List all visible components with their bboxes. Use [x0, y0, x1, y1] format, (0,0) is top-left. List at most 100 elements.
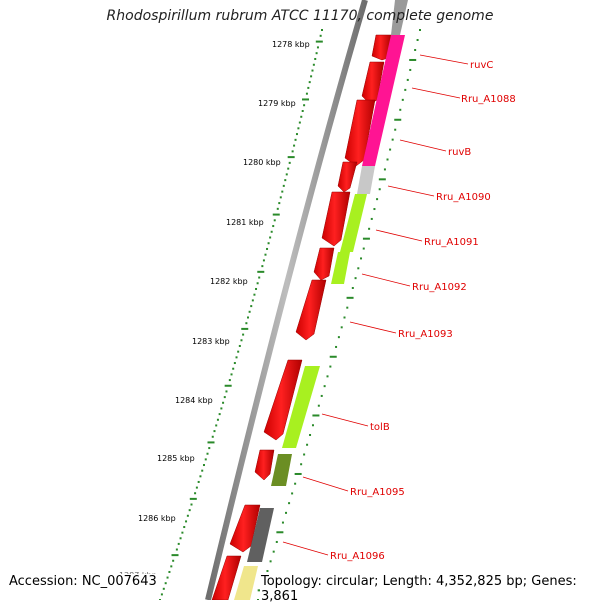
- scale-tick: [321, 29, 323, 31]
- scale-tick: [166, 576, 169, 579]
- scale-tick: [300, 115, 303, 118]
- outer-tick: [370, 217, 373, 220]
- outer-tick: [266, 570, 269, 573]
- outer-tick: [351, 286, 354, 289]
- outer-tick: [312, 414, 320, 417]
- scale-tick: [302, 98, 310, 101]
- gene-labels: ruvC Rru_A1088 ruvB Rru_A1090 Rru_A1091 …: [330, 60, 516, 562]
- cds-feature: [344, 99, 376, 167]
- scale-tick: [301, 110, 304, 113]
- scale-tick: [248, 310, 251, 313]
- scale-tick: [204, 458, 207, 461]
- scale-tick: [281, 190, 284, 193]
- scale-tick: [272, 213, 280, 216]
- scale-tick: [282, 184, 285, 187]
- scale-label: 1278 kbp: [272, 40, 310, 49]
- scale-tick: [160, 593, 163, 596]
- cds-feature: [211, 555, 242, 600]
- outer-tick: [368, 227, 371, 230]
- scale-tick: [215, 424, 218, 427]
- scale-tick: [228, 379, 231, 382]
- scale-tick: [255, 287, 258, 290]
- scale-tick: [315, 40, 323, 43]
- scale-tick: [185, 520, 188, 523]
- outer-tick: [376, 198, 379, 201]
- outer-tick: [414, 48, 417, 51]
- scale-tick: [177, 542, 180, 545]
- scale-labels: 1278 kbp 1279 kbp 1280 kbp 1281 kbp 1282…: [119, 40, 310, 580]
- outer-tick: [378, 188, 381, 191]
- scale-tick: [175, 548, 178, 551]
- scale-tick: [225, 390, 228, 393]
- scale-tick: [222, 401, 225, 404]
- scale-tick: [245, 322, 248, 325]
- scale-tick: [293, 144, 296, 147]
- outer-tick: [272, 550, 275, 553]
- gene-label-tolB: tolB: [370, 422, 390, 433]
- cog-feature: [331, 252, 350, 284]
- outer-tick: [276, 531, 284, 534]
- scale-tick: [241, 327, 249, 330]
- outer-tick: [300, 463, 303, 466]
- scale-label: 1285 kbp: [157, 454, 195, 463]
- scale-tick: [272, 225, 275, 228]
- scale-tick: [202, 464, 205, 467]
- scale-tick: [251, 299, 254, 302]
- scale-tick: [266, 247, 269, 250]
- gene-label-Rru_A1091: Rru_A1091: [424, 237, 479, 248]
- scale-tick: [235, 356, 238, 359]
- scale-tick: [168, 570, 171, 573]
- map-title: Rhodospirillum rubrum ATCC 11170, comple…: [106, 8, 494, 24]
- scale-tick: [297, 127, 300, 130]
- outer-tick: [317, 404, 320, 407]
- outer-tick: [409, 58, 417, 61]
- scale-tick: [237, 350, 240, 353]
- gene-label-ruvB: ruvB: [448, 147, 471, 158]
- accession-text: Accession: NC_007643: [8, 574, 158, 589]
- scale-tick-track: [159, 29, 323, 600]
- cog-feature: [362, 35, 405, 166]
- outer-tick: [391, 138, 394, 141]
- scale-tick: [186, 514, 189, 517]
- scale-tick: [258, 276, 261, 279]
- cog-feature: [247, 508, 274, 562]
- outer-tick: [275, 540, 278, 543]
- leader-line: [411, 87, 461, 99]
- outer-tick: [360, 257, 363, 260]
- outer-tick: [409, 68, 412, 71]
- scale-tick: [285, 173, 288, 176]
- scale-tick: [303, 104, 306, 107]
- outer-tick: [416, 38, 419, 41]
- label-leaders: [282, 54, 469, 556]
- scale-tick: [179, 537, 182, 540]
- scale-tick: [295, 133, 298, 136]
- cds-feature: [263, 359, 303, 441]
- outer-tick: [362, 237, 370, 240]
- scale-tick: [207, 441, 215, 444]
- scale-tick: [261, 265, 264, 268]
- scale-tick: [269, 236, 272, 239]
- leader-line: [361, 273, 411, 287]
- outer-tick: [309, 434, 312, 437]
- scale-tick: [172, 559, 175, 562]
- outer-tick: [406, 78, 409, 81]
- outer-tick: [343, 316, 346, 319]
- cog-feature: [340, 194, 367, 252]
- scale-tick: [316, 46, 319, 49]
- outer-tick: [311, 424, 314, 427]
- leader-line: [302, 476, 349, 492]
- scale-tick: [307, 86, 310, 89]
- forward-strand-features: [211, 34, 392, 600]
- scale-tick: [278, 202, 281, 205]
- gene-label-Rru_A1088: Rru_A1088: [461, 94, 516, 105]
- outer-tick: [269, 560, 272, 563]
- outer-tick: [357, 267, 360, 270]
- gene-label-Rru_A1093: Rru_A1093: [398, 329, 453, 340]
- gene-label-Rru_A1096: Rru_A1096: [330, 551, 385, 562]
- scale-tick: [287, 156, 295, 159]
- outer-tick: [399, 108, 402, 111]
- scale-tick: [170, 565, 173, 568]
- cds-feature: [313, 247, 335, 281]
- outer-tick: [362, 247, 365, 250]
